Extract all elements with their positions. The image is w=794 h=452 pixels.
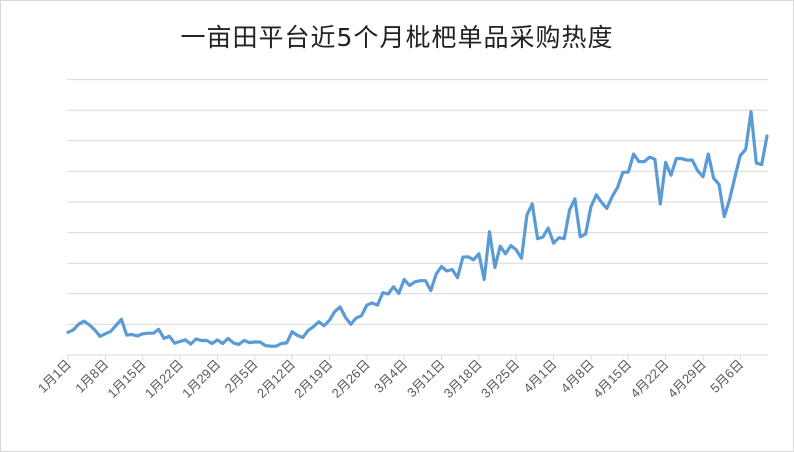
x-tick-label: 4月29日 (665, 357, 709, 401)
x-tick-label: 2月26日 (329, 357, 373, 401)
x-tick-label: 1月1日 (35, 357, 74, 396)
x-tick-label: 4月22日 (627, 357, 671, 401)
x-tick-label: 4月1日 (520, 357, 559, 396)
x-tick-label: 1月29日 (179, 357, 223, 401)
gridlines (67, 79, 768, 325)
x-tick-label: 5月6日 (707, 357, 746, 396)
x-axis-ticks (67, 355, 741, 360)
x-tick-label: 1月15日 (104, 357, 148, 401)
x-tick-label: 3月25日 (478, 357, 522, 401)
x-tick-label: 2月12日 (254, 357, 298, 401)
chart-title: 一亩田平台近5个月枇杷单品采购热度 (180, 23, 614, 52)
x-tick-label: 4月15日 (590, 357, 634, 401)
series-line (66, 110, 769, 348)
x-tick-label: 3月11日 (404, 357, 448, 401)
x-tick-label: 2月19日 (291, 357, 335, 401)
x-tick-label: 3月18日 (441, 357, 485, 401)
x-tick-label: 1月22日 (142, 357, 186, 401)
x-tick-labels: 1月1日1月8日1月15日1月22日1月29日2月5日2月12日2月19日2月2… (35, 357, 747, 401)
series-group (66, 110, 769, 348)
